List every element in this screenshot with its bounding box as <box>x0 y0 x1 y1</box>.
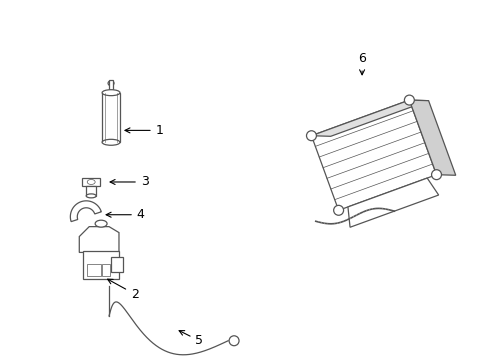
Polygon shape <box>311 100 427 136</box>
Circle shape <box>306 131 316 141</box>
Text: 2: 2 <box>107 279 139 301</box>
Bar <box>111 257 122 272</box>
Circle shape <box>333 205 343 215</box>
Bar <box>109 80 113 103</box>
Polygon shape <box>79 227 119 252</box>
Ellipse shape <box>87 180 95 184</box>
Text: 3: 3 <box>110 175 148 189</box>
Ellipse shape <box>102 90 120 96</box>
Text: 6: 6 <box>357 53 366 75</box>
Ellipse shape <box>95 220 107 227</box>
Circle shape <box>229 336 239 346</box>
Bar <box>82 178 100 186</box>
Ellipse shape <box>86 194 96 198</box>
Polygon shape <box>347 178 438 227</box>
Text: 1: 1 <box>125 124 163 137</box>
Polygon shape <box>408 100 455 175</box>
Bar <box>107 98 115 102</box>
Circle shape <box>404 95 413 105</box>
Circle shape <box>431 170 441 180</box>
Bar <box>102 264 110 276</box>
Bar <box>106 102 116 108</box>
Ellipse shape <box>108 81 114 86</box>
Bar <box>83 251 119 279</box>
Ellipse shape <box>102 139 120 145</box>
Polygon shape <box>311 100 436 210</box>
Bar <box>102 93 120 142</box>
Polygon shape <box>70 201 101 222</box>
Text: 4: 4 <box>106 208 144 221</box>
Bar <box>86 186 96 196</box>
Text: 5: 5 <box>179 330 203 347</box>
Bar <box>87 264 101 276</box>
